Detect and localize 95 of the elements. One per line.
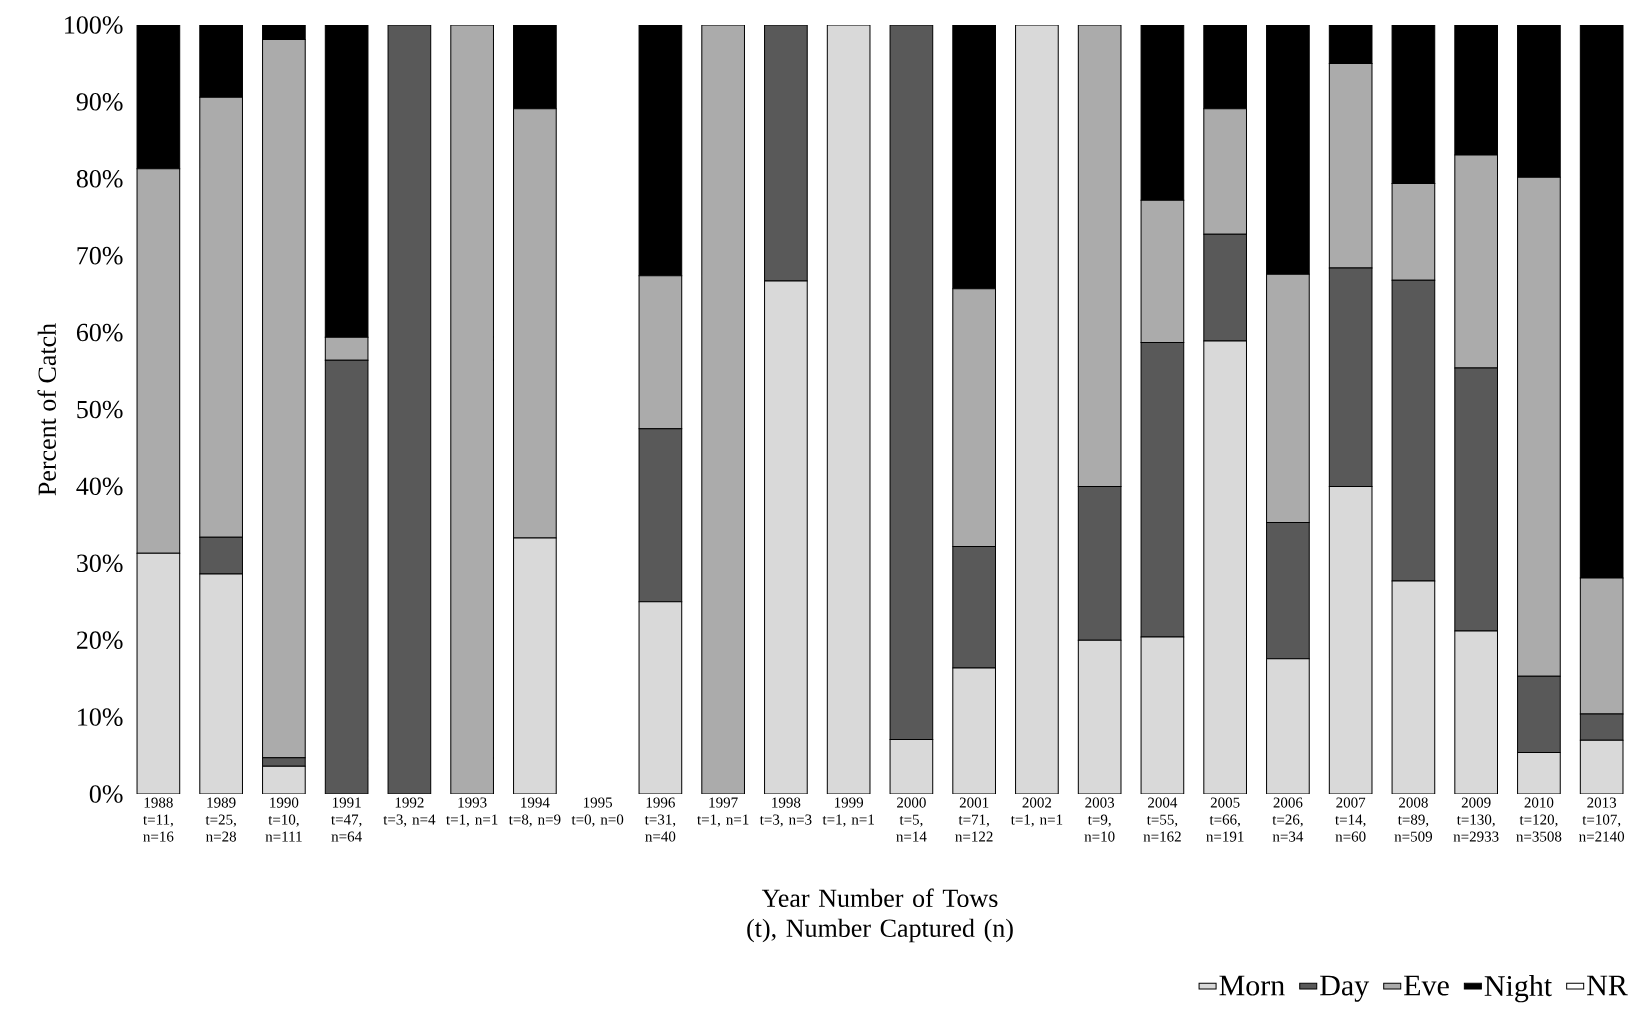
x-axis-title: Year Number of Tows (t), Number Captured (n) <box>747 888 1013 943</box>
bar <box>1266 273 1310 524</box>
y-tick-label: 80% <box>76 169 123 188</box>
x-tick-label: 1996 t=31, n=40 <box>644 797 676 842</box>
bar <box>1579 713 1624 741</box>
bar <box>199 536 243 575</box>
bar <box>1328 62 1373 269</box>
x-tick-label: 2003 t=9, n=10 <box>1084 797 1115 842</box>
x-tick-label: 1989 t=25, n=28 <box>205 797 237 842</box>
y-tick-label: 60% <box>76 323 123 342</box>
bar <box>1141 637 1184 794</box>
bar <box>638 275 683 430</box>
x-tick-label: 2004 t=55, n=162 <box>1143 797 1181 842</box>
bar <box>199 96 243 538</box>
bar <box>513 108 557 539</box>
bar <box>639 601 682 794</box>
bar <box>1454 630 1498 794</box>
x-tick-label: 2009 t=130, n=2933 <box>1453 797 1499 842</box>
bar <box>1015 24 1059 794</box>
legend-label: Night <box>1484 975 1552 1003</box>
bar <box>1454 154 1498 369</box>
bar <box>890 739 933 794</box>
bar <box>889 24 934 740</box>
bar <box>1328 267 1373 487</box>
x-tick-label: 2006 t=26, n=34 <box>1272 797 1304 842</box>
bar <box>1579 577 1624 715</box>
bar <box>638 428 683 603</box>
bar <box>136 552 181 794</box>
bar <box>1140 199 1185 344</box>
bar <box>324 359 369 794</box>
y-axis-title: Percent of Catch <box>37 323 56 496</box>
x-tick-label: 2002 t=1, n=1 <box>1010 797 1063 827</box>
bar <box>1454 367 1498 632</box>
bar <box>1203 108 1247 235</box>
y-tick-label: 90% <box>76 93 123 111</box>
bar <box>701 24 745 794</box>
bar <box>1517 752 1561 794</box>
y-tick-label: 100% <box>65 16 123 34</box>
bar <box>1579 739 1624 794</box>
bar <box>1140 342 1185 638</box>
legend-label: Eve <box>1404 975 1449 996</box>
x-tick-label: 2005 t=66, n=191 <box>1206 797 1244 842</box>
bar <box>764 281 808 794</box>
x-tick-label: 2000 t=5, n=14 <box>896 797 927 842</box>
y-tick-label: 30% <box>77 554 123 573</box>
bar <box>450 24 494 794</box>
x-tick-label: 1995 t=0, n=0 <box>571 797 624 827</box>
x-tick-label: 2013 t=107, n=2140 <box>1579 797 1625 842</box>
bar <box>1392 580 1435 794</box>
x-tick-label: 1990 t=10, n=111 <box>265 797 302 842</box>
bar <box>952 667 996 794</box>
bar <box>1517 176 1561 677</box>
bar <box>136 168 181 554</box>
bar <box>1391 182 1436 281</box>
bar <box>764 24 808 282</box>
bar <box>1077 485 1122 641</box>
bar <box>1203 233 1247 342</box>
x-tick-label: 1994 t=8, n=9 <box>508 797 561 827</box>
x-tick-label: 1991 t=47, n=64 <box>331 797 362 842</box>
bar <box>262 39 306 759</box>
bar <box>1077 24 1122 487</box>
y-tick-label: 0% <box>89 785 123 803</box>
bar <box>1329 486 1372 794</box>
x-tick-label: 1998 t=3, n=3 <box>759 797 812 827</box>
bar <box>1266 658 1310 794</box>
legend-label: Day <box>1320 975 1370 1002</box>
bar <box>513 537 557 794</box>
x-tick-label: 2008 t=89, n=509 <box>1394 797 1433 842</box>
bar <box>262 765 306 794</box>
bar <box>1517 675 1561 753</box>
legend-label: NR <box>1587 975 1628 996</box>
legend-label: Morn <box>1219 975 1285 996</box>
bar <box>387 24 432 794</box>
bar <box>324 336 369 361</box>
x-tick-label: 1988 t=11, n=16 <box>143 797 174 842</box>
bar <box>199 573 243 794</box>
bar <box>1391 279 1436 582</box>
x-tick-label: 2010 t=120, n=3508 <box>1516 797 1562 842</box>
x-tick-label: 1993 t=1, n=1 <box>446 797 498 827</box>
x-tick-label: 2007 t=14, n=60 <box>1335 797 1366 842</box>
bar <box>1266 522 1310 660</box>
y-tick-label: 10% <box>78 708 123 726</box>
x-tick-label: 1992 t=3, n=4 <box>383 797 436 827</box>
y-tick-label: 70% <box>77 246 123 265</box>
bar <box>827 24 870 794</box>
bar <box>1078 640 1121 794</box>
x-tick-label: 1999 t=1, n=1 <box>822 797 874 827</box>
bar <box>1203 341 1247 794</box>
y-tick-label: 50% <box>77 400 123 419</box>
y-tick-label: 40% <box>76 477 123 496</box>
y-tick-label: 20% <box>76 631 123 650</box>
x-tick-label: 1997 t=1, n=1 <box>697 797 749 827</box>
bar <box>952 545 996 669</box>
x-tick-label: 2001 t=71, n=122 <box>955 797 993 842</box>
bar <box>952 288 996 547</box>
